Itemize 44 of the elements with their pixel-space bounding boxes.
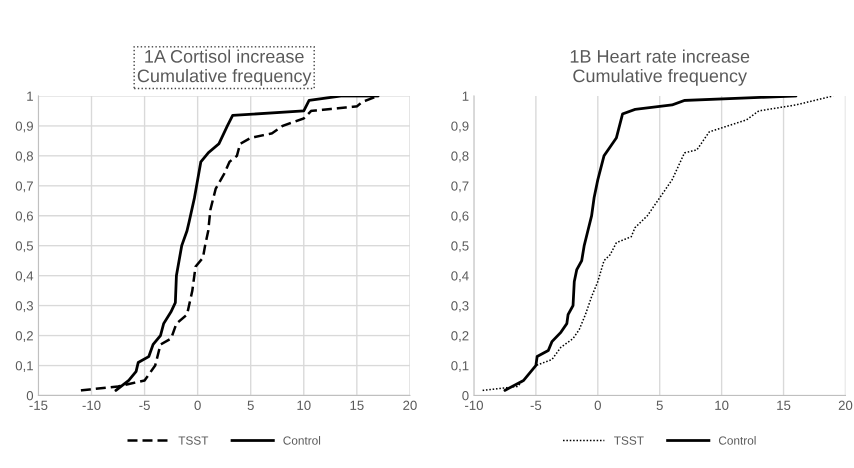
y-tick-label: 0,5 xyxy=(451,241,469,252)
y-tick-label: 0 xyxy=(26,391,34,400)
legend-label: TSST xyxy=(178,436,208,445)
y-tick-label: 0,4 xyxy=(451,271,469,282)
x-tick-label: 5 xyxy=(248,400,254,410)
x-tick-label: 20 xyxy=(838,400,852,410)
y-tick-label: 0,5 xyxy=(16,241,34,252)
legend-label: Control xyxy=(718,436,756,445)
x-tick-label: -5 xyxy=(530,400,542,410)
line-series xyxy=(482,96,834,392)
chart-title: 1B Heart rate increase Cumulative frequency xyxy=(570,50,750,86)
y-tick-label: 0,1 xyxy=(451,361,468,372)
legend-label: Control xyxy=(283,436,320,445)
y-tick-label: 0,8 xyxy=(16,151,33,162)
y-tick-label: 0,4 xyxy=(16,271,34,282)
y-tick-label: 0,1 xyxy=(16,361,33,372)
x-tick-label: 10 xyxy=(297,400,311,410)
y-tick-label: 0,9 xyxy=(451,121,468,132)
y-tick-label: 0,9 xyxy=(16,121,33,132)
y-tick-label: 0,2 xyxy=(451,331,468,342)
x-tick-label: -10 xyxy=(82,400,101,410)
y-tick-label: 1 xyxy=(27,92,33,101)
x-tick-label: -10 xyxy=(465,400,483,410)
y-tick-label: 0,7 xyxy=(16,181,33,192)
y-tick-label: 0,3 xyxy=(451,301,469,312)
x-tick-label: 10 xyxy=(715,400,728,410)
y-tick-label: 1 xyxy=(462,92,468,101)
chart-title: 1A Cortisol increase Cumulative frequency xyxy=(138,50,312,86)
x-tick-label: 15 xyxy=(350,400,364,410)
y-tick-label: 0,7 xyxy=(451,181,468,192)
x-tick-label: 5 xyxy=(656,400,663,410)
y-tick-label: 0,6 xyxy=(451,211,469,222)
x-tick-label: -15 xyxy=(29,400,48,410)
legend-label: TSST xyxy=(614,436,644,445)
y-tick-label: 0 xyxy=(462,391,469,400)
y-tick-label: 0,3 xyxy=(16,301,33,312)
x-tick-label: -5 xyxy=(139,400,150,410)
x-tick-label: 20 xyxy=(403,400,417,410)
x-tick-label: 0 xyxy=(194,400,201,410)
y-tick-label: 0,8 xyxy=(451,151,469,162)
x-tick-label: 15 xyxy=(777,400,790,410)
x-tick-label: 0 xyxy=(594,400,601,410)
y-tick-label: 0,2 xyxy=(16,331,33,342)
y-tick-label: 0,6 xyxy=(16,211,33,222)
